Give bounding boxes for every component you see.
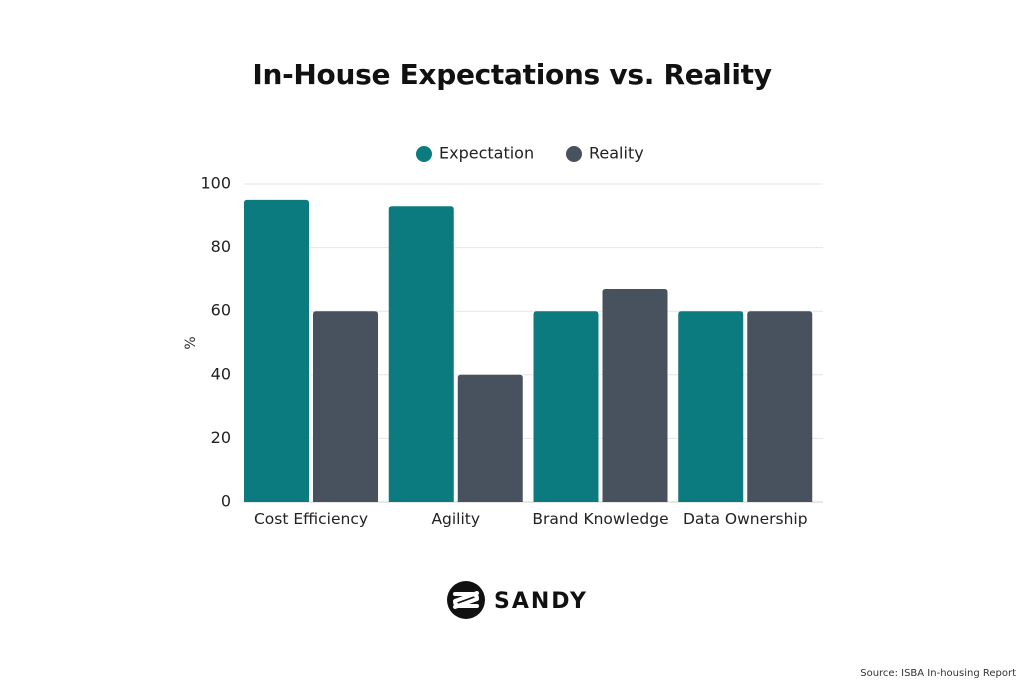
- bar-reality-data-ownership: [747, 311, 813, 502]
- x-tick-label: Cost Efficiency: [254, 510, 368, 528]
- legend-swatch: [416, 146, 432, 162]
- logo-text: SANDY: [494, 589, 588, 614]
- bar-expectation-brand-knowledge: [533, 311, 599, 502]
- x-tick-label: Brand Knowledge: [532, 510, 668, 528]
- bar-expectation-agility: [388, 206, 454, 502]
- y-axis-label: %: [183, 336, 199, 349]
- legend: Expectation Reality: [416, 144, 644, 163]
- y-axis-ticks: 0 20 40 60 80 100: [200, 174, 231, 511]
- y-tick-label: 100: [200, 174, 231, 193]
- legend-label: Reality: [589, 144, 644, 163]
- bar-reality-agility: [457, 374, 523, 502]
- bar-reality-brand-knowledge: [602, 288, 668, 502]
- bar-expectation-cost-efficiency: [244, 199, 309, 502]
- y-tick-label: 80: [211, 237, 231, 256]
- x-tick-label: Data Ownership: [683, 510, 808, 528]
- y-tick-label: 20: [211, 428, 231, 447]
- y-tick-label: 0: [221, 492, 231, 511]
- sandy-logo-icon: [447, 581, 485, 619]
- x-tick-label: Agility: [431, 510, 480, 528]
- y-tick-label: 60: [211, 301, 231, 320]
- legend-label: Expectation: [439, 144, 534, 163]
- bar-reality-cost-efficiency: [313, 311, 378, 502]
- source-note: Source: ISBA In-housing Report: [860, 668, 1016, 679]
- y-tick-label: 40: [211, 364, 231, 383]
- bars: [244, 199, 813, 502]
- bar-expectation-data-ownership: [678, 311, 744, 502]
- chart-title: In-House Expectations vs. Reality: [252, 58, 772, 91]
- x-axis-categories: Cost Efficiency Agility Brand Knowledge Dat…: [254, 510, 808, 528]
- legend-swatch: [566, 146, 582, 162]
- sandy-logo: SANDY: [447, 581, 588, 619]
